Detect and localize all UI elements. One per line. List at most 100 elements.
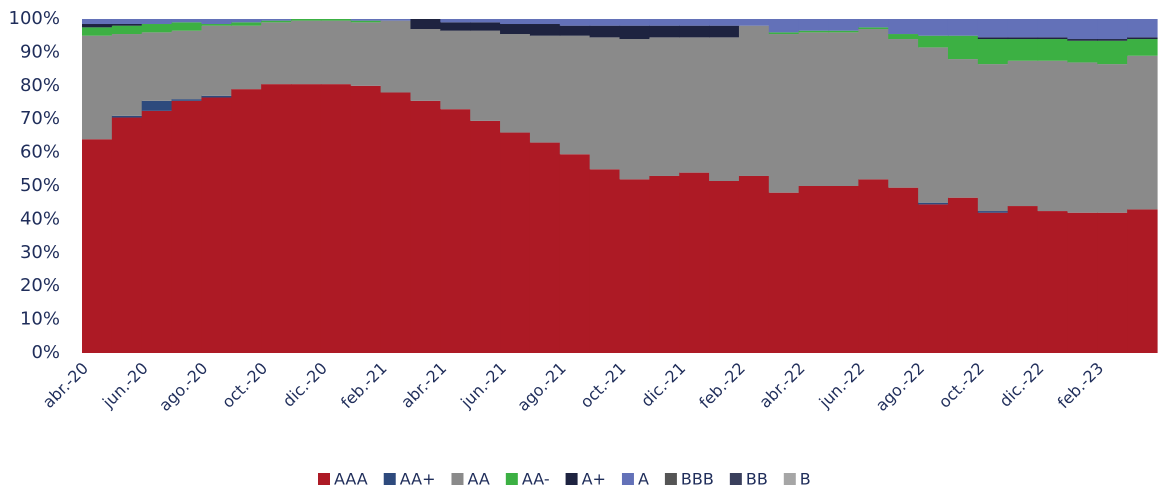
- x-tick-label: abr.-20: [39, 359, 92, 412]
- area-segment: [141, 100, 173, 111]
- area-segment: [141, 110, 173, 353]
- area-segment: [320, 84, 352, 353]
- area-segment: [171, 19, 203, 23]
- legend-label: AA+: [400, 470, 436, 489]
- area-segment: [649, 175, 680, 353]
- area-segment: [738, 25, 770, 176]
- area-segment: [1067, 62, 1098, 213]
- area-segment: [589, 19, 621, 26]
- area-segment: [1097, 212, 1128, 353]
- area-segment: [828, 186, 859, 353]
- x-tick-label: jun.-21: [456, 359, 510, 413]
- x-tick-label: ago.-21: [513, 359, 569, 415]
- area-segment: [977, 211, 1009, 213]
- legend-swatch: [565, 473, 578, 485]
- legend-swatch: [783, 473, 796, 485]
- area-segment: [798, 186, 830, 353]
- area-segment: [201, 97, 232, 354]
- area-segment: [709, 180, 740, 353]
- area-segment: [111, 34, 143, 116]
- area-segment: [828, 19, 859, 31]
- area-segment: [977, 19, 1009, 38]
- legend-swatch: [383, 473, 396, 485]
- area-segment: [559, 154, 591, 353]
- area-segment: [82, 24, 113, 28]
- area-segment: [111, 24, 143, 26]
- x-tick-label: oct.-22: [935, 359, 988, 412]
- x-tick-label: dic.-22: [996, 359, 1048, 411]
- area-segment: [1067, 212, 1098, 353]
- area-segment: [470, 30, 501, 121]
- y-tick-label: 50%: [20, 175, 60, 196]
- area-segment: [201, 24, 232, 26]
- area-segment: [111, 115, 143, 118]
- area-segment: [261, 22, 292, 85]
- area-segment: [111, 25, 143, 35]
- area-segment: [738, 175, 770, 353]
- area-segment: [1127, 39, 1158, 56]
- area-segment: [947, 35, 979, 60]
- x-tick-label: feb.-23: [1054, 359, 1108, 413]
- area-segment: [828, 32, 859, 186]
- area-segment: [858, 179, 889, 353]
- area-segment: [947, 19, 979, 36]
- legend-label: A+: [582, 470, 606, 489]
- area-segment: [141, 19, 173, 25]
- area-segment: [947, 197, 979, 353]
- x-tick-label: abr.-21: [397, 359, 450, 412]
- area-segment: [141, 32, 173, 101]
- y-tick-label: 90%: [20, 41, 60, 62]
- area-segment: [82, 27, 113, 36]
- area-segment: [380, 20, 412, 93]
- legend-swatch: [664, 473, 677, 485]
- area-segment: [1007, 206, 1039, 353]
- area-segment: [918, 35, 949, 48]
- x-tick-label: oct.-20: [218, 359, 271, 412]
- area-segment: [261, 19, 292, 21]
- area-segment: [1097, 39, 1128, 41]
- area-segment: [1127, 209, 1158, 353]
- area-segment: [918, 19, 949, 36]
- area-segment: [559, 35, 591, 155]
- legend-swatch: [621, 473, 634, 485]
- y-tick-label: 30%: [20, 242, 60, 263]
- area-segment: [977, 212, 1009, 353]
- area-segment: [470, 19, 501, 23]
- area-segment: [380, 92, 412, 353]
- area-segment: [858, 29, 889, 180]
- area-segment: [201, 19, 232, 25]
- area-segment: [440, 22, 471, 31]
- area-segment: [350, 19, 382, 21]
- area-segment: [828, 30, 859, 33]
- area-segment: [261, 20, 292, 23]
- area-segment: [888, 187, 919, 353]
- area-segment: [500, 132, 531, 353]
- y-tick-label: 20%: [20, 275, 60, 296]
- area-segment: [709, 19, 740, 26]
- area-segment: [559, 19, 591, 26]
- legend-swatch: [451, 473, 464, 485]
- area-segment: [977, 37, 1009, 40]
- legend-swatch: [729, 473, 742, 485]
- area-segment: [589, 169, 621, 353]
- area-segment: [619, 25, 650, 40]
- area-segment: [947, 59, 979, 198]
- area-segment: [82, 35, 113, 140]
- legend-swatch: [505, 473, 518, 485]
- area-segment: [500, 19, 531, 25]
- area-segment: [619, 19, 650, 26]
- area-segment: [410, 29, 441, 101]
- area-segment: [320, 19, 352, 21]
- area-segment: [231, 19, 262, 23]
- area-segment: [291, 84, 322, 353]
- legend-swatch: [318, 473, 330, 485]
- legend-label: B: [800, 470, 811, 489]
- legend-label: AA: [467, 470, 489, 489]
- area-segment: [768, 32, 800, 35]
- area-segment: [470, 22, 501, 31]
- area-segment: [82, 19, 113, 25]
- area-segment: [679, 25, 710, 38]
- area-segment: [977, 39, 1009, 65]
- area-segment: [500, 24, 531, 35]
- y-tick-label: 0%: [31, 342, 60, 363]
